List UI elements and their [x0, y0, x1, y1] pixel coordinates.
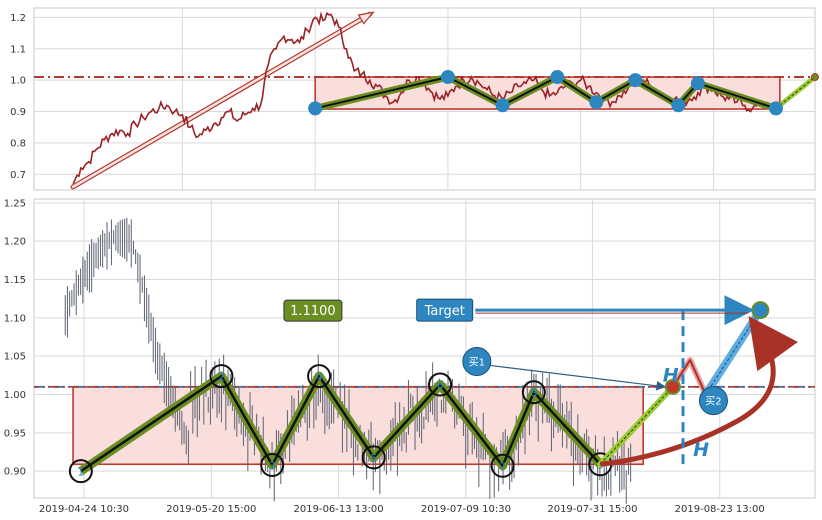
target-label-text: Target: [424, 304, 465, 319]
top-pattern-marker: [671, 98, 686, 113]
buy1-pointer: [490, 364, 667, 391]
top-trend-arrow: [70, 11, 375, 190]
top-y-tick-label: 1.0: [10, 76, 26, 87]
bottom-y-tick-label: 1.25: [4, 198, 26, 209]
top-zigzag-pattern: [308, 70, 819, 116]
pattern-point-circle: [428, 372, 453, 397]
pattern-point-label: 2: [218, 371, 225, 384]
height-label-upper: H: [663, 364, 679, 386]
top-y-tick-label: 0.8: [10, 138, 26, 149]
pattern-point-circle: [260, 453, 285, 478]
buy1-label: 买1: [469, 357, 485, 369]
pattern-point-circle: [361, 445, 386, 470]
bottom-x-ticks: 2019-04-24 10:30 2019-05-20 15:00 2019-06-…: [39, 504, 765, 515]
top-panel: 0.7 0.8 0.9 1.0 1.1 1.2: [10, 7, 819, 191]
top-pattern-marker: [768, 101, 783, 116]
top-y-ticks: 0.7 0.8 0.9 1.0 1.1 1.2: [10, 13, 26, 181]
height-label-lower: H: [693, 439, 709, 461]
buy2-label: 买2: [705, 396, 721, 408]
bottom-panel: 0.90 0.95 1.00 1.05 1.10 1.15 1.20 1.25 2019-04…: [4, 198, 816, 515]
pullback-line: [672, 359, 707, 395]
bottom-y-ticks: 0.90 0.95 1.00 1.05 1.10 1.15 1.20 1.25: [4, 198, 26, 477]
price-label-text: 1.1100: [290, 304, 336, 319]
top-y-tick-label: 0.7: [10, 170, 26, 181]
bottom-zigzag-pattern: 123456789: [68, 364, 613, 484]
top-y-tick-label: 1.2: [10, 13, 26, 24]
bottom-x-tick-label: 2019-04-24 10:30: [39, 504, 129, 515]
projection-curve-arrow: [599, 316, 798, 467]
pattern-point-label: 4: [316, 371, 323, 384]
target-path-line: [705, 309, 761, 395]
bottom-annotations: 1.1100 Target 买1 买2 H H: [283, 295, 798, 468]
projection-line: [599, 386, 674, 465]
bottom-x-tick-label: 2019-08-23 13:00: [675, 504, 765, 515]
top-y-tick-label: 0.9: [10, 107, 26, 118]
bottom-x-tick-label: 2019-05-20 15:00: [166, 504, 256, 515]
top-y-tick-label: 1.1: [10, 44, 26, 55]
pattern-point-label: 3: [269, 460, 276, 473]
top-pattern-marker: [690, 76, 705, 91]
bottom-pattern-line: [80, 374, 602, 473]
bottom-y-tick-label: 1.00: [4, 390, 26, 401]
bottom-y-tick-label: 1.05: [4, 352, 26, 363]
pattern-point-circle: [307, 364, 332, 389]
bottom-x-tick-label: 2019-07-09 10:30: [421, 504, 511, 515]
bottom-y-tick-label: 1.10: [4, 313, 26, 324]
pattern-point-circle: [521, 380, 546, 405]
pattern-point-label: 8: [530, 387, 537, 400]
pattern-point-circle: [490, 453, 515, 478]
top-pattern-marker: [628, 73, 643, 88]
bottom-y-tick-label: 0.95: [4, 428, 26, 439]
top-pattern-end-point: [811, 73, 819, 82]
bottom-y-tick-label: 1.15: [4, 275, 26, 286]
trend-arrow-body: [71, 12, 372, 189]
top-pattern-projection-line: [775, 76, 816, 109]
pattern-point-label: 5: [370, 452, 377, 465]
price-label-box: [283, 299, 343, 322]
pattern-point-circle: [68, 459, 93, 484]
target-point: [751, 301, 770, 320]
bottom-y-tick-label: 1.20: [4, 237, 26, 248]
bottom-x-tick-label: 2019-07-31 15:00: [547, 504, 637, 515]
pattern-point-label: 7: [499, 460, 506, 473]
pattern-point-label: 6: [437, 379, 444, 392]
pattern-point-circle: [209, 364, 234, 389]
pattern-point-label: 1: [77, 466, 84, 479]
bottom-x-tick-label: 2019-06-13 13:00: [294, 504, 384, 515]
top-pattern-marker: [495, 98, 510, 113]
top-pattern-marker: [589, 95, 604, 110]
target-label-box: [416, 298, 474, 322]
buy1-bubble: [462, 347, 492, 377]
trend-arrow-head: [357, 11, 375, 25]
top-pattern-marker: [550, 70, 565, 85]
top-pattern-marker: [308, 101, 323, 116]
bottom-y-tick-label: 0.90: [4, 467, 26, 478]
buy2-bubble: [698, 386, 728, 416]
top-pattern-marker: [440, 70, 455, 85]
